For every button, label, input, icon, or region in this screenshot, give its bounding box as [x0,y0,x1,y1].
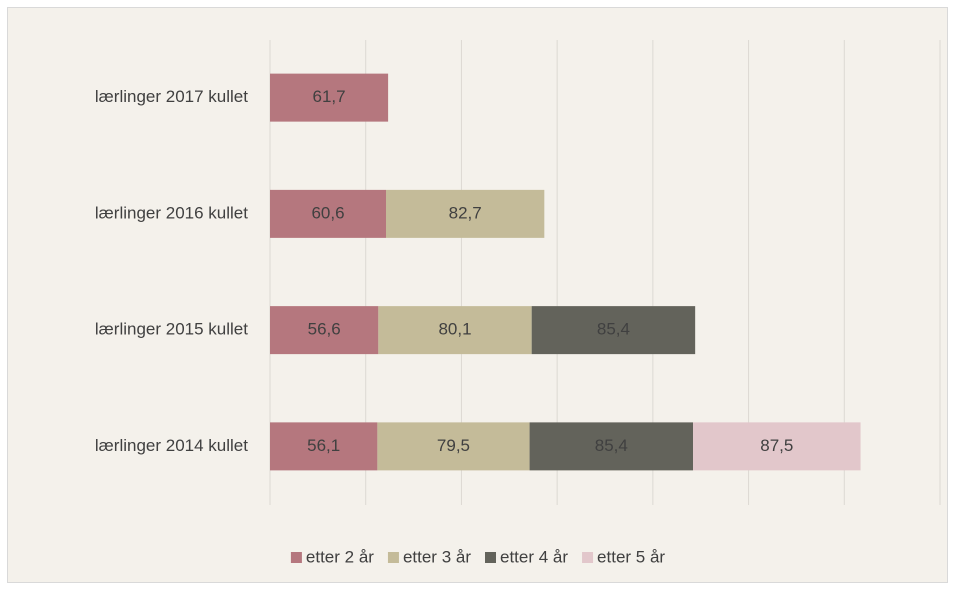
data-label: 80,1 [438,320,471,339]
data-label: 79,5 [437,436,470,455]
data-label: 56,6 [308,320,341,339]
y-tick-label: lærlinger 2014 kullet [95,436,248,455]
legend-swatch [387,552,399,563]
data-label: 82,7 [449,203,482,222]
bar-segment [270,422,378,471]
chart-background [7,7,948,583]
legend-label: etter 4 år [500,547,568,566]
bar-segment [377,422,530,471]
bar-segment [270,306,379,355]
bar-segment [693,422,861,471]
legend-swatch [582,552,594,563]
y-tick-label: lærlinger 2017 kullet [95,87,248,106]
legend-label: etter 5 år [597,547,665,566]
bar-segment [378,306,532,355]
data-label: 87,5 [760,436,793,455]
bar-segment [270,73,389,122]
legend-swatch [485,552,496,563]
legend-label: etter 2 år [306,547,374,566]
data-label: 61,7 [313,87,346,106]
data-label: 56,1 [307,436,340,455]
y-tick-label: lærlinger 2015 kullet [95,320,248,339]
bar-segment [531,306,696,355]
y-tick-label: lærlinger 2016 kullet [95,203,248,222]
data-label: 60,6 [311,203,344,222]
legend-swatch [290,552,302,563]
data-label: 85,4 [597,320,630,339]
bar-segment [529,422,694,471]
bar-segment [270,189,387,238]
bar-segment [386,189,545,238]
data-label: 85,4 [595,436,628,455]
legend-label: etter 3 år [403,547,471,566]
